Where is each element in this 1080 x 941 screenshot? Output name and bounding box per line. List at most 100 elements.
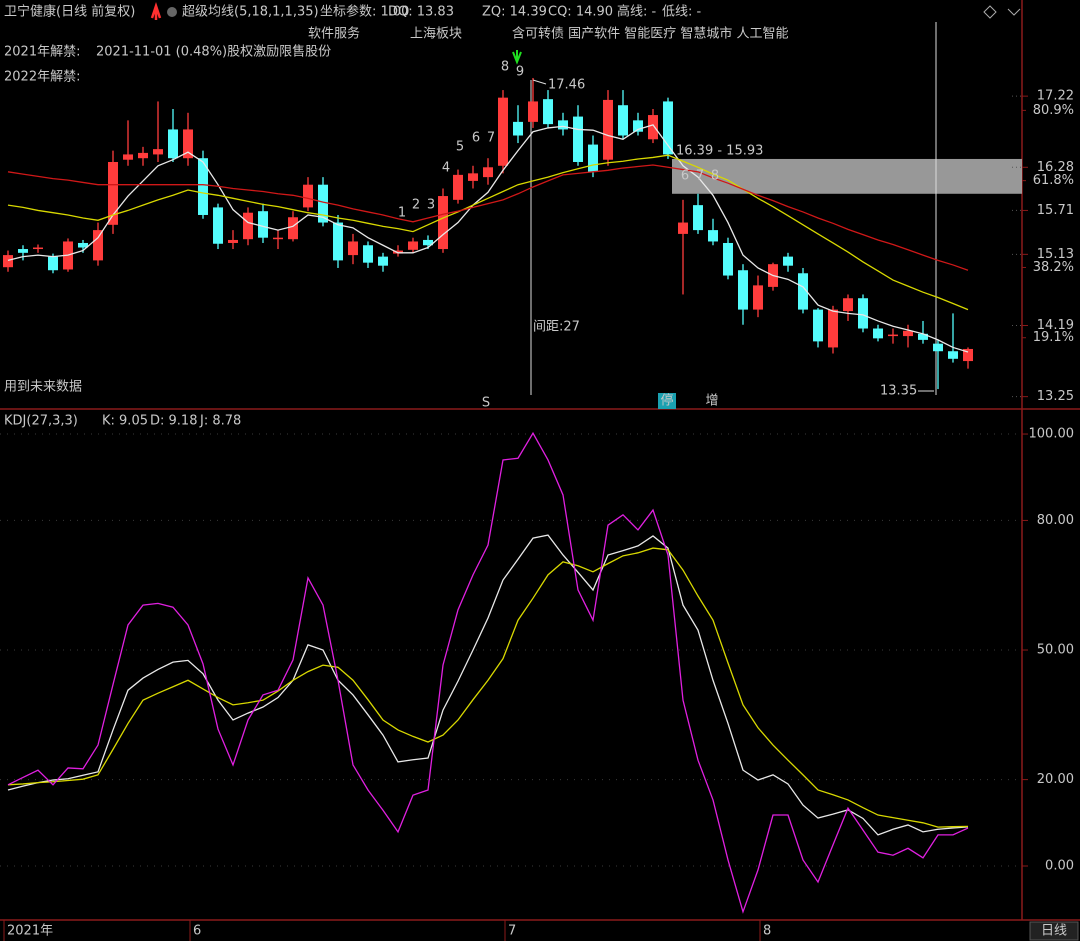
indicator: 超级均线(5,18,1,1,35): [182, 5, 319, 20]
param: DQ: 13.83: [388, 5, 454, 20]
high-label: 17.46: [548, 78, 585, 93]
y2-tick-label: 61.8%: [1033, 173, 1074, 188]
candle-body: [93, 230, 103, 261]
candle-body: [123, 154, 133, 160]
candle-body: [573, 116, 583, 162]
period-button[interactable]: [1029, 921, 1079, 941]
badge: S: [482, 396, 490, 411]
param: 低线: -: [662, 5, 702, 20]
dropdown-icon[interactable]: [1007, 8, 1021, 16]
up-arrow-icon: [150, 2, 162, 20]
kdj-line: [7, 534, 969, 836]
candle-body: [543, 99, 553, 125]
down-arrow: [512, 50, 522, 65]
badge: 增: [705, 394, 718, 409]
candle-body: [723, 242, 733, 276]
badge-bg: [658, 393, 676, 409]
arrow: [532, 79, 547, 85]
candle-body: [48, 256, 58, 271]
candle-body: [798, 273, 808, 310]
count-label: 7: [487, 131, 495, 146]
candle-body: [153, 149, 163, 155]
candle-body: [513, 121, 523, 136]
kdj-title: KDJ(27,3,3): [4, 414, 78, 429]
candle-body: [108, 161, 118, 225]
candle-body: [393, 250, 403, 254]
candle-body: [843, 298, 853, 312]
y-tick-label: 80.00: [1037, 513, 1074, 528]
spacing-label: 间距:27: [533, 320, 580, 335]
param: CQ: 14.90: [548, 5, 613, 20]
legend-entry: K: 9.05: [102, 414, 148, 429]
param: 高线: -: [617, 4, 657, 20]
candle-body: [828, 309, 838, 348]
y2-tick-label: 80.9%: [1033, 103, 1074, 118]
fib-box: [672, 158, 1022, 194]
candle-body: [633, 120, 643, 132]
candle-body: [228, 239, 238, 243]
candle-body: [213, 207, 223, 244]
candle-body: [813, 309, 823, 342]
candle-body: [468, 173, 478, 181]
count-label: 2: [412, 198, 420, 213]
candle-body: [18, 249, 28, 253]
candle-body: [498, 97, 508, 166]
count-label: 3: [427, 198, 435, 213]
box-count: 8: [711, 169, 719, 184]
candle-body: [888, 334, 898, 337]
candle-body: [738, 270, 748, 310]
candle-body: [3, 255, 13, 268]
candle-body: [318, 184, 328, 223]
kdj-line: [7, 431, 969, 914]
candle-body: [588, 144, 598, 172]
candle-body: [483, 167, 493, 178]
candle-body: [918, 333, 928, 340]
ma-line: [7, 154, 969, 311]
candle-body: [138, 152, 148, 159]
candle-body: [618, 105, 628, 136]
count-label: 8: [501, 60, 509, 75]
y-tick-label: 20.00: [1037, 772, 1074, 787]
candle-body: [363, 245, 373, 263]
box-count: 6: [681, 169, 689, 184]
count-label: 1: [398, 206, 406, 221]
chart-title: 卫宁健康(日线 前复权): [4, 4, 135, 20]
candle-body: [348, 241, 358, 256]
sector-tag: 软件服务: [308, 26, 360, 42]
notice: 用到未来数据: [4, 380, 82, 395]
diamond-icon[interactable]: [983, 5, 997, 19]
param: 坐标参数: 1.00: [320, 4, 409, 20]
y-tick-label: 15.13: [1037, 247, 1074, 262]
ma-line: [7, 124, 969, 353]
count-label: 9: [516, 65, 524, 80]
low-label: 13.35: [880, 384, 917, 399]
candle-body: [183, 129, 193, 159]
y-tick-label: 14.19: [1037, 318, 1074, 333]
candle-body: [453, 174, 463, 200]
count-label: 4: [442, 161, 450, 176]
candle-body: [288, 217, 298, 240]
candle-body: [603, 99, 613, 160]
badge: 停: [660, 393, 673, 409]
y-tick-label: 0.00: [1045, 859, 1074, 874]
y-tick-label: 13.25: [1037, 389, 1074, 404]
candle-body: [528, 101, 538, 122]
candle-body: [783, 256, 793, 266]
y-tick-label: 15.71: [1037, 203, 1074, 218]
indicator-icon: [167, 7, 177, 17]
candle-body: [693, 205, 703, 231]
sector-tag: 含可转债 国产软件 智能医疗 智慧城市 人工智能: [512, 26, 789, 42]
candle-body: [933, 343, 943, 352]
y2-tick-label: 38.2%: [1033, 260, 1074, 275]
candle-body: [408, 241, 418, 250]
period-label[interactable]: 日线: [1041, 924, 1067, 939]
candle-body: [303, 184, 313, 208]
candle-body: [243, 212, 253, 240]
candle-body: [678, 222, 688, 234]
y-tick-label: 17.22: [1037, 89, 1074, 104]
x-tick-label: 6: [193, 924, 201, 939]
y-tick-label: 50.00: [1037, 643, 1074, 658]
y-tick-label: 16.28: [1037, 160, 1074, 175]
candle-body: [258, 211, 268, 238]
